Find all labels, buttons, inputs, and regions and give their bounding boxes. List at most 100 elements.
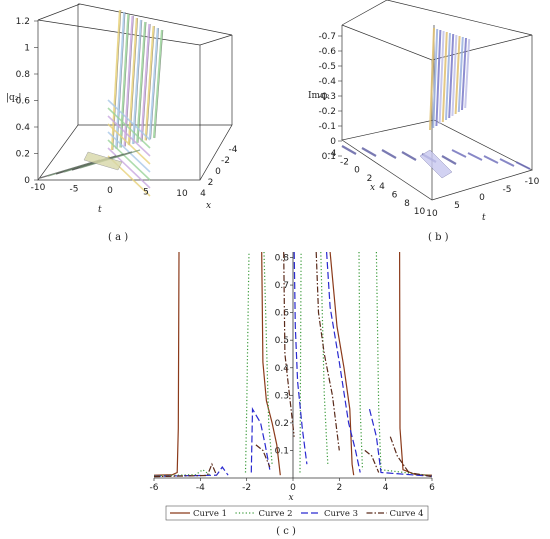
panel-a-ribbon bbox=[152, 29, 164, 139]
panel-b-caption: ( b ) bbox=[428, 232, 449, 243]
panel-a-ribbon-tail bbox=[107, 123, 151, 165]
panel-b-z-tick: -0.5 bbox=[318, 62, 336, 72]
panel-a-x-tick: 4 bbox=[200, 189, 206, 199]
panel-a-z-tick: 1.2 bbox=[16, 17, 30, 27]
panel-a-ribbon bbox=[148, 27, 159, 140]
panel-a-x-tick: 0 bbox=[215, 167, 221, 177]
panel-a-ribbon-tail bbox=[107, 131, 151, 173]
panel-b-z-tick: -0.4 bbox=[318, 77, 336, 87]
panel-a-t-label: t bbox=[98, 205, 102, 215]
panel-b-ground-ribbon bbox=[341, 145, 357, 155]
panel-c-line-chart: -6 -4 -2 0 2 4 6 0.1 0.2 0.3 0.4 0.5 0.6 0.7 0.8 x Cu… bbox=[150, 252, 435, 537]
panel-a-ribbon-edge bbox=[121, 13, 130, 148]
panel-c-y-tick-label: 0.5 bbox=[275, 336, 289, 346]
panel-a-t-ticks: -10 -5 0 5 10 bbox=[31, 183, 188, 199]
panel-b-ribbon bbox=[438, 30, 445, 125]
panel-b-z-tick: -0.2 bbox=[318, 107, 336, 117]
panel-c-x-tick-label: -2 bbox=[242, 483, 251, 493]
panel-a-ribbon bbox=[131, 19, 143, 145]
panel-a-ribbon-edge bbox=[154, 29, 164, 139]
panel-b-base-slab bbox=[419, 149, 453, 179]
panel-a-ribbon-tail bbox=[107, 147, 151, 189]
panel-c-y-ticks: 0.1 0.2 0.3 0.4 0.5 0.6 0.7 0.8 bbox=[275, 254, 293, 456]
panel-b-ground-ribbon bbox=[515, 161, 531, 170]
panel-a-ribbon bbox=[110, 9, 122, 151]
series-3-line bbox=[326, 252, 361, 473]
series-2-line bbox=[244, 252, 250, 473]
panel-b-x-tick: -2 bbox=[340, 157, 349, 167]
panel-b-ground-ribbon bbox=[441, 155, 457, 165]
series-2 bbox=[154, 252, 432, 477]
series-3-line bbox=[293, 252, 308, 465]
series-2-line bbox=[154, 468, 210, 477]
panel-a-t-tick: -5 bbox=[70, 185, 79, 195]
panel-a-t-tick: -10 bbox=[31, 183, 46, 193]
series-1-line bbox=[329, 252, 355, 476]
panel-b-t-tick: -5 bbox=[503, 185, 512, 195]
panel-c-y-tick-label: 0.6 bbox=[275, 309, 290, 319]
series-4 bbox=[154, 252, 432, 478]
panel-b-3d-surface: -0.7 -0.6 -0.5 -0.4 -0.3 -0.2 -0.1 0 0.1 Imq₂ -4… bbox=[308, 0, 540, 243]
panel-a-ribbon-edge bbox=[133, 19, 143, 145]
panel-a-t-tick: 10 bbox=[176, 189, 188, 199]
panel-b-ribbon bbox=[457, 36, 464, 113]
panel-c-y-tick-label: 0.4 bbox=[275, 364, 290, 374]
panel-b-ground-ribbon bbox=[451, 149, 467, 158]
panel-c-y-tick-label: 0.2 bbox=[275, 419, 289, 429]
panel-b-t-tick: 5 bbox=[454, 201, 460, 211]
panel-a-x-tick: -2 bbox=[221, 156, 230, 166]
panel-a-base-slab bbox=[83, 151, 123, 171]
panel-b-x-tick: 2 bbox=[367, 174, 373, 184]
panel-a-x-tick: -4 bbox=[229, 145, 238, 155]
series-1-line bbox=[399, 252, 432, 476]
panel-a-x-label: x bbox=[206, 201, 211, 211]
panel-a-ribbon bbox=[136, 21, 147, 143]
panel-b-z-tick: 0.1 bbox=[322, 152, 336, 162]
legend-label: Curve 2 bbox=[259, 509, 293, 519]
panel-c-x-tick-label: -6 bbox=[150, 483, 159, 493]
panel-a-caption: ( a ) bbox=[108, 232, 128, 243]
panel-b-t-ticks: 10 5 0 -5 -10 bbox=[426, 177, 539, 219]
panel-b-ribbon bbox=[445, 32, 451, 121]
panel-c-series bbox=[154, 252, 432, 478]
panel-c-caption: ( c ) bbox=[276, 526, 296, 537]
panel-a-x-ticks: 420-2-4 bbox=[200, 145, 238, 199]
panel-b-ribbon bbox=[432, 28, 439, 129]
panel-b-z-tick: -0.7 bbox=[318, 32, 336, 42]
panel-a-ribbon-edge bbox=[150, 27, 159, 140]
panel-b-ribbon bbox=[429, 27, 435, 131]
panel-b-ground-ribbon bbox=[401, 151, 417, 161]
series-2-line bbox=[299, 252, 302, 473]
panel-a-ribbon bbox=[140, 23, 151, 142]
panel-a-ribbon-edge bbox=[112, 9, 122, 151]
panel-c-y-tick-label: 0.3 bbox=[275, 391, 289, 401]
panel-b-ground-ribbon bbox=[467, 152, 483, 161]
legend-label: Curve 3 bbox=[324, 509, 358, 519]
panel-a-z-tick: 1 bbox=[24, 44, 30, 54]
panel-c-legend: Curve 1 Curve 2 Curve 3 Curve 4 bbox=[165, 505, 429, 521]
panel-b-x-label: x bbox=[370, 183, 375, 193]
panel-b-x-tick: 6 bbox=[392, 191, 398, 201]
panel-b-ground-ribbon bbox=[361, 147, 377, 157]
panel-b-ground-ribbon bbox=[381, 149, 397, 159]
series-4-line bbox=[315, 252, 340, 451]
panel-a-ribbon-edge bbox=[146, 25, 155, 141]
series-2-line bbox=[263, 252, 273, 465]
panel-a-ribbon bbox=[119, 13, 130, 148]
panel-b-solution-ribbons bbox=[341, 27, 531, 179]
panel-b-z-ticks: -0.7 -0.6 -0.5 -0.4 -0.3 -0.2 -0.1 0 0.1 bbox=[318, 32, 342, 162]
panel-a-z-tick: 0.8 bbox=[16, 70, 31, 80]
series-4-line bbox=[255, 444, 271, 468]
panel-a-ribbon-tail bbox=[107, 115, 151, 157]
panel-c-x-label: x bbox=[288, 493, 293, 503]
panel-a-ribbon-tail bbox=[107, 99, 151, 141]
series-2-line bbox=[375, 252, 432, 477]
panel-b-ribbon bbox=[461, 37, 467, 111]
panel-a-z-tick: 0.6 bbox=[16, 97, 31, 107]
panel-a-ribbon-edge bbox=[142, 23, 151, 142]
panel-c-x-tick-label: 4 bbox=[383, 483, 389, 493]
panel-a-z-tick: 0.2 bbox=[16, 150, 30, 160]
series-4-line bbox=[283, 252, 295, 437]
panel-a-x-tick: 2 bbox=[208, 178, 214, 188]
panel-c-y-tick-label: 0.1 bbox=[275, 446, 289, 456]
